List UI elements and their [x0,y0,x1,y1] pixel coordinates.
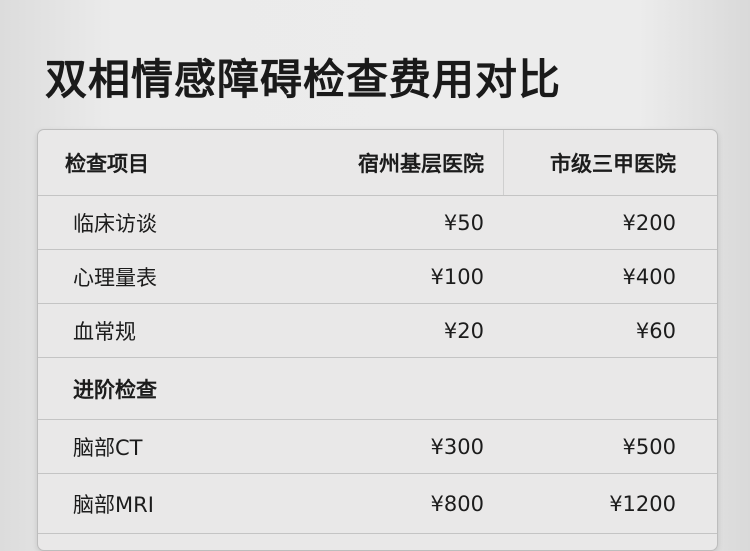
page-title: 双相情感障碍检查费用对比 [45,55,562,104]
header-item: 检查项目 [65,151,149,176]
local-price: ¥300 [430,434,484,459]
table-row: 脑部MRI ¥800 ¥1200 [38,474,717,534]
city-price: ¥60 [635,318,676,343]
header-local-hospital: 宿州基层医院 [358,151,484,176]
city-price: ¥200 [622,210,676,235]
city-price: ¥400 [622,264,676,289]
item-name: 脑部MRI [73,492,154,517]
item-name: 心理量表 [73,265,157,290]
item-name: 进阶检查 [73,377,157,402]
local-price: ¥50 [443,210,484,235]
table-row: 脑部CT ¥300 ¥500 [38,420,717,474]
item-name: 临床访谈 [73,211,157,236]
column-divider [503,130,504,195]
city-price: ¥500 [622,434,676,459]
table-row: 临床访谈 ¥50 ¥200 [38,196,717,250]
local-price: ¥20 [443,318,484,343]
cost-comparison-table: 检查项目 宿州基层医院 市级三甲医院 临床访谈 ¥50 ¥200 心理量表 ¥100 ¥4… [37,129,718,551]
local-price: ¥800 [430,491,484,516]
table-header-row: 检查项目 宿州基层医院 市级三甲医院 [38,130,717,196]
header-city-hospital: 市级三甲医院 [550,151,676,176]
table-row: 血常规 ¥20 ¥60 [38,304,717,358]
local-price: ¥100 [430,264,484,289]
city-price: ¥1200 [609,491,676,516]
item-name: 脑部CT [73,435,143,460]
item-name: 血常规 [73,319,136,344]
table-row: 心理量表 ¥100 ¥400 [38,250,717,304]
section-row: 进阶检查 [38,358,717,420]
